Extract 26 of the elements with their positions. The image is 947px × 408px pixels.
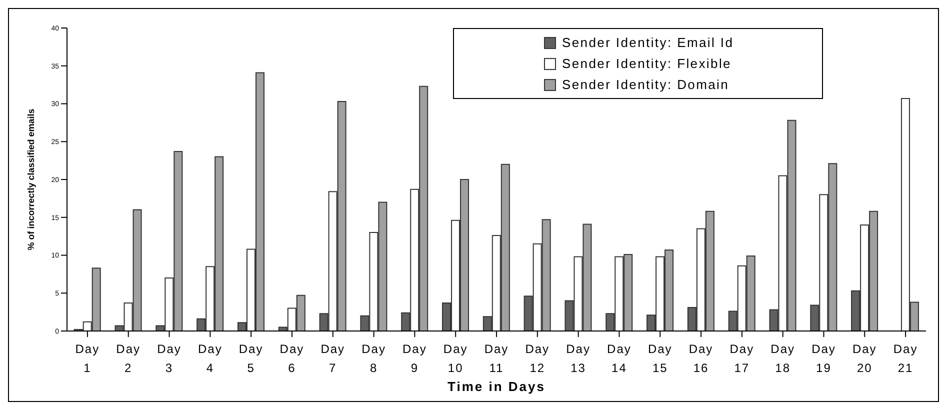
x-tick-label: Day 21 — [893, 342, 918, 375]
x-tick-label: Day 4 — [198, 342, 222, 375]
x-tick-label: Day 3 — [157, 342, 182, 375]
x-tick-label: Day 13 — [566, 342, 590, 375]
x-tick-label: Day 18 — [770, 342, 796, 375]
x-tick-label: Day 20 — [852, 342, 877, 375]
x-tick-label: Day 19 — [812, 342, 836, 375]
x-tick-label: Day 10 — [443, 342, 468, 375]
x-tick-label: Day 11 — [484, 342, 509, 375]
x-tick-label: Day 8 — [362, 342, 386, 375]
x-tick-label: Day 14 — [607, 342, 632, 375]
x-tick-label: Day 2 — [116, 342, 141, 375]
x-tick-label: Day 12 — [525, 342, 550, 375]
x-tick-label: Day 7 — [320, 342, 346, 375]
x-tick-label: Day 6 — [280, 342, 304, 375]
x-tick-label: Day 15 — [648, 342, 672, 375]
y-axis-title: % of incorrectly classified emails — [26, 108, 36, 250]
x-tick-label: Day 16 — [688, 342, 714, 375]
legend-label: Sender Identity: Email Id — [562, 35, 734, 50]
legend-label: Sender Identity: Domain — [562, 77, 730, 92]
x-tick-label: Day 9 — [402, 342, 427, 375]
x-tick-label: Day 1 — [75, 342, 100, 375]
x-axis-title: Time in Days — [448, 379, 546, 394]
x-tick-label: Day 5 — [238, 342, 264, 375]
legend-label: Sender Identity: Flexible — [562, 56, 732, 71]
x-tick-label: Day 17 — [730, 342, 754, 375]
